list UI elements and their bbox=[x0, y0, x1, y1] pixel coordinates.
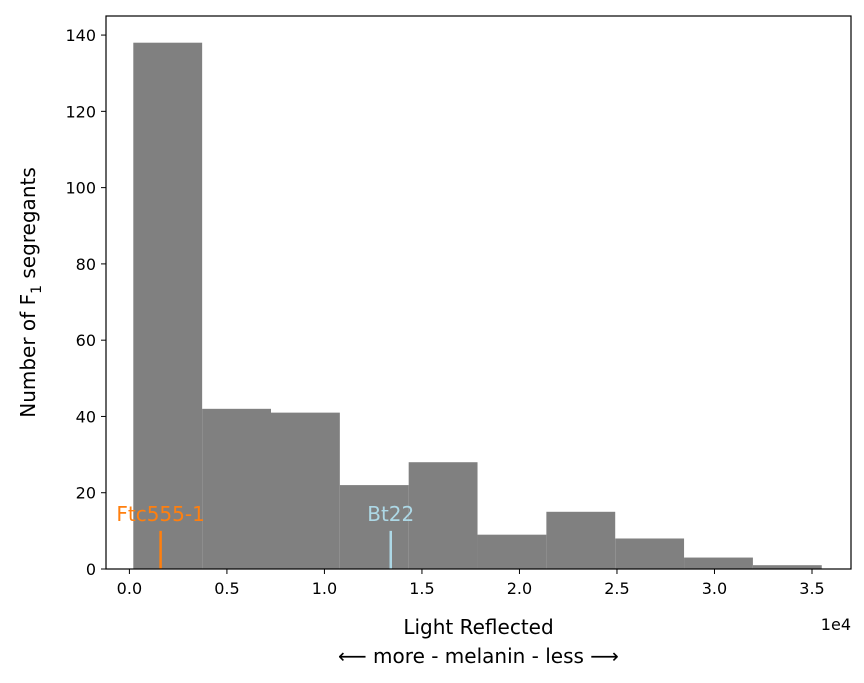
y-axis-ticks: 0 20 40 60 80 100 120 140 bbox=[65, 26, 106, 579]
y-axis-label: Number of F1 segregants bbox=[16, 167, 45, 418]
histogram-bar bbox=[684, 557, 753, 569]
histogram-bar bbox=[615, 538, 685, 569]
y-tick-label: 80 bbox=[76, 255, 96, 274]
plot-frame bbox=[105, 15, 852, 570]
x-tick-label: 2.0 bbox=[507, 579, 532, 598]
x-tick-label: 1.5 bbox=[409, 579, 434, 598]
histogram-bar bbox=[270, 412, 340, 569]
annotation-label: Ftc555-1 bbox=[116, 502, 204, 526]
y-label-main: Number of F bbox=[16, 294, 40, 418]
histogram-bar bbox=[752, 565, 822, 569]
x-tick-label: 0.5 bbox=[214, 579, 239, 598]
x-tick-label: 1.0 bbox=[312, 579, 337, 598]
y-label-tail: segregants bbox=[16, 167, 40, 285]
histogram-bar bbox=[133, 42, 203, 570]
histogram-bar bbox=[408, 462, 478, 569]
histogram-bar bbox=[477, 534, 547, 569]
y-tick-label: 120 bbox=[65, 102, 96, 121]
y-tick-label: 20 bbox=[76, 484, 96, 503]
histogram-bar bbox=[546, 511, 616, 569]
annotation-markers: Ftc555-1 Bt22 bbox=[116, 502, 414, 569]
x-tick-label: 2.5 bbox=[604, 579, 629, 598]
y-label-subscript: 1 bbox=[29, 285, 45, 294]
y-tick-label: 40 bbox=[76, 407, 96, 426]
y-tick-label: 140 bbox=[65, 26, 96, 45]
y-tick-label: 60 bbox=[76, 331, 96, 350]
histogram-bar bbox=[339, 485, 409, 569]
x-offset-text: 1e4 bbox=[821, 615, 851, 634]
x-axis-label: Light Reflected bbox=[403, 615, 553, 639]
annotation-label: Bt22 bbox=[367, 502, 414, 526]
histogram-bars bbox=[133, 42, 822, 570]
x-axis-ticks: 0.0 0.5 1.0 1.5 2.0 2.5 3.0 3.5 bbox=[117, 569, 825, 598]
x-tick-label: 0.0 bbox=[117, 579, 142, 598]
x-tick-label: 3.0 bbox=[702, 579, 727, 598]
x-axis-sublabel: ⟵ more - melanin - less ⟶ bbox=[338, 644, 619, 668]
histogram-bar bbox=[202, 408, 271, 569]
y-tick-label: 100 bbox=[65, 179, 96, 198]
y-tick-label: 0 bbox=[86, 560, 96, 579]
x-tick-label: 3.5 bbox=[799, 579, 824, 598]
